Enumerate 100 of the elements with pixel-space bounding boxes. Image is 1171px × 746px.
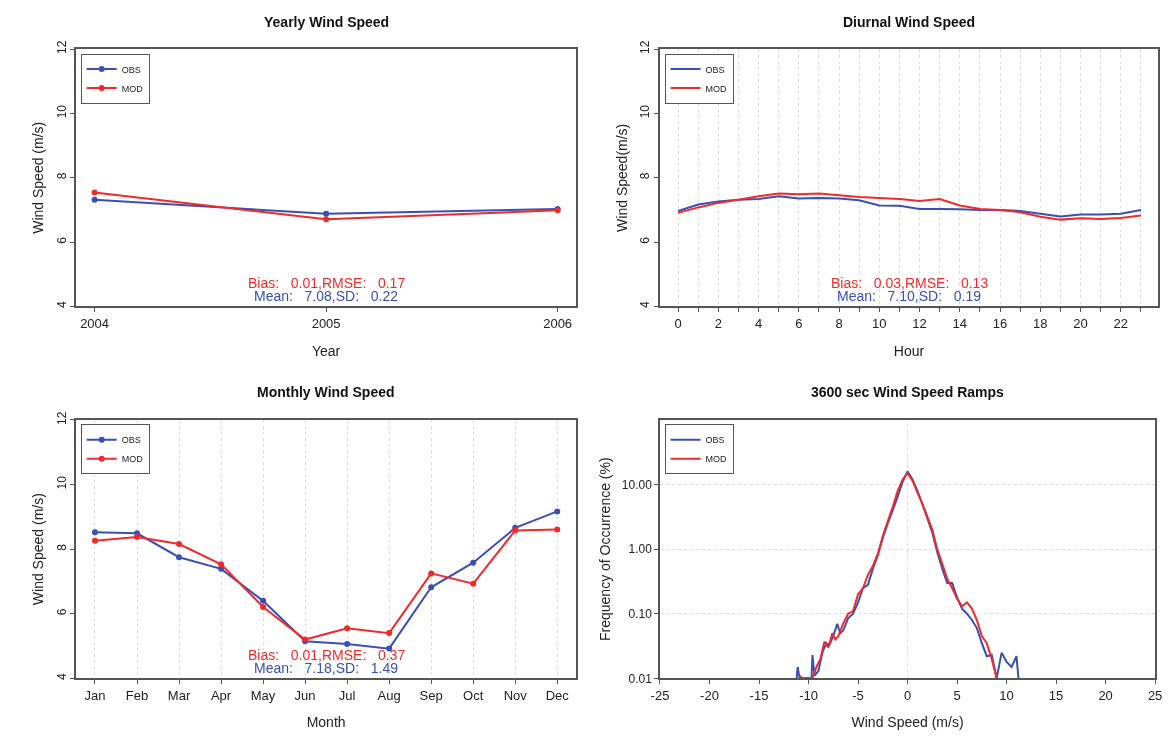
x-tick-label: Jan (84, 687, 106, 703)
x-tick-label: 22 (1113, 315, 1129, 331)
x-tick-label: Dec (545, 687, 570, 703)
x-tick-label: 10 (872, 315, 887, 331)
x-tick-label: -10 (799, 687, 818, 703)
x-tick-label: 0 (674, 315, 682, 331)
y-axis-title: Wind Speed(m/s) (613, 123, 630, 232)
x-axis-title: Wind Speed (m/s) (851, 714, 964, 731)
legend-label: OBS (121, 64, 141, 75)
x-tick-label: 2004 (80, 315, 110, 331)
x-tick-label: 25 (1147, 687, 1163, 703)
y-axis-title: Wind Speed (m/s) (29, 493, 46, 606)
x-tick-label: 2005 (311, 315, 341, 331)
point (554, 508, 561, 515)
y-tick-label: 8 (54, 543, 69, 551)
annotation: Bias: 0.03,RMSE: 0.13 (831, 275, 989, 291)
x-tick-label: Aug (377, 687, 401, 703)
x-tick-label: Feb (125, 687, 149, 703)
point (344, 641, 351, 648)
x-tick-label: 2006 (543, 315, 573, 331)
point (218, 561, 225, 568)
legend-label: OBS (705, 64, 725, 75)
x-axis-title: Year (311, 342, 341, 359)
x-tick-label: 8 (835, 315, 843, 331)
y-tick-label: 0.10 (628, 606, 653, 621)
x-tick-label: 2 (714, 315, 722, 331)
y-tick-label: 4 (54, 301, 69, 309)
legend-label: MOD (121, 454, 144, 465)
x-tick-label: Mar (167, 687, 191, 703)
point (260, 597, 267, 604)
annotation: Bias: 0.01,RMSE: 0.17 (248, 275, 406, 291)
chart-title: 3600 sec Wind Speed Ramps (811, 384, 1005, 400)
point (428, 570, 435, 577)
legend-label: OBS (121, 435, 141, 446)
x-tick-label: 20 (1073, 315, 1088, 331)
y-tick-label: 6 (54, 236, 69, 244)
point (91, 537, 98, 544)
point (470, 559, 477, 566)
point (260, 603, 267, 610)
point (176, 554, 183, 561)
y-tick-label: 10 (54, 475, 69, 490)
x-tick-label: 12 (912, 315, 927, 331)
point (176, 540, 183, 547)
y-tick-label: 4 (638, 301, 653, 309)
y-tick-label: 8 (638, 172, 653, 180)
y-tick-label: 0.01 (628, 671, 653, 686)
x-tick-label: Nov (503, 687, 528, 703)
x-tick-label: 6 (795, 315, 803, 331)
x-axis-title: Month (306, 714, 346, 731)
y-tick-label: 12 (54, 411, 69, 425)
x-tick-label: 15 (1048, 687, 1064, 703)
chart-title: Yearly Wind Speed (264, 14, 390, 30)
y-tick-label: 10.00 (621, 477, 653, 492)
point (218, 565, 225, 572)
x-tick-label: Apr (210, 687, 232, 703)
x-tick-label: -15 (749, 687, 769, 703)
y-tick-label: 10 (54, 104, 69, 119)
x-tick-label: -20 (700, 687, 719, 703)
x-tick-label: 4 (754, 315, 763, 331)
y-tick-label: 6 (638, 236, 653, 244)
point (91, 196, 98, 203)
legend-label: MOD (705, 454, 728, 465)
x-axis-title: Hour (893, 342, 925, 359)
x-tick-label: Jun (294, 687, 316, 703)
point (470, 580, 477, 587)
point (323, 210, 330, 217)
y-axis-title: Wind Speed (m/s) (29, 121, 46, 234)
x-tick-label: 20 (1098, 687, 1113, 703)
point (323, 216, 330, 223)
chart-title: Diurnal Wind Speed (843, 14, 976, 30)
legend-label: MOD (121, 83, 144, 94)
x-tick-label: May (250, 687, 276, 703)
point (554, 526, 561, 533)
legend-label: MOD (705, 83, 728, 94)
y-tick-label: 4 (54, 672, 69, 680)
x-tick-label: 10 (999, 687, 1014, 703)
y-tick-label: 1.00 (628, 542, 653, 557)
x-tick-label: Jul (338, 687, 356, 703)
y-tick-label: 12 (638, 40, 653, 54)
point (428, 584, 435, 591)
point (386, 630, 393, 637)
y-tick-label: 8 (54, 172, 69, 180)
point (91, 189, 98, 196)
y-tick-label: 6 (54, 608, 69, 616)
x-tick-label: Sep (419, 687, 443, 703)
point (91, 529, 98, 536)
x-tick-label: 5 (953, 687, 961, 703)
y-axis-title: Frequency of Occurrence (%) (596, 457, 613, 641)
x-tick-label: -25 (650, 687, 670, 703)
chart-title: Monthly Wind Speed (257, 384, 395, 400)
x-tick-label: Oct (463, 687, 484, 703)
legend-label: OBS (705, 435, 725, 446)
x-tick-label: -5 (852, 687, 864, 703)
x-tick-label: 16 (992, 315, 1008, 331)
y-tick-label: 10 (638, 104, 653, 119)
y-tick-label: 12 (54, 40, 69, 54)
x-tick-label: 18 (1033, 315, 1048, 331)
point (344, 625, 351, 632)
x-tick-label: 14 (952, 315, 968, 331)
annotation: Bias: 0.01,RMSE: 0.37 (248, 647, 406, 663)
